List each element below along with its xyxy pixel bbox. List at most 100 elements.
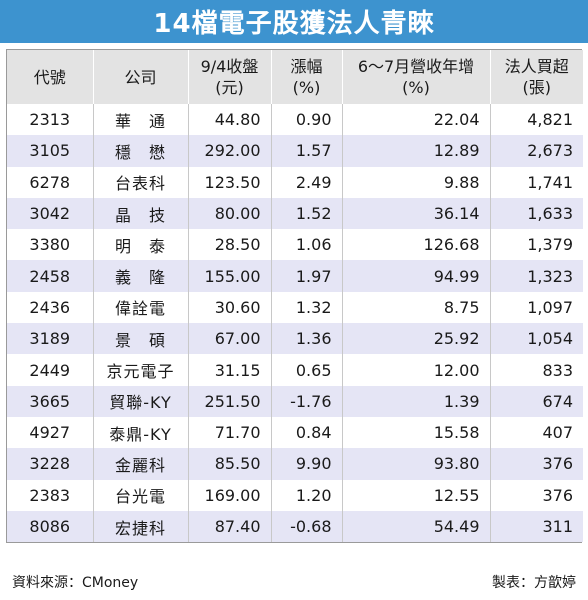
cell-code: 3665 [7, 385, 93, 417]
cell-revenue-growth: 22.04 [341, 104, 490, 136]
table-row: 3228 金麗科 85.50 9.90 93.80 376 [7, 448, 583, 480]
cell-change: 9.90 [270, 448, 342, 480]
cell-close-price: 155.00 [187, 260, 271, 292]
cell-close-price: 44.80 [187, 104, 271, 136]
header-revenue-growth: 6～7月營收年增 (%) [341, 50, 490, 104]
cell-net-buy: 376 [489, 479, 583, 511]
cell-close-price: 71.70 [187, 416, 271, 449]
cell-close-price: 30.60 [187, 291, 271, 324]
cell-revenue-growth: 94.99 [341, 260, 490, 292]
title-bar: 14檔電子股獲法人青睞 [0, 0, 588, 43]
cell-revenue-growth: 12.55 [341, 479, 490, 511]
cell-company: 金麗科 [92, 448, 188, 480]
cell-revenue-growth: 36.14 [341, 197, 490, 230]
stock-table: 代號 公司 9/4收盤 (元) 漲幅 (%) 6～7月營收年增 (%) 法人買超 (張)… [6, 49, 583, 544]
cell-net-buy: 1,741 [489, 166, 583, 198]
cell-company: 宏捷科 [92, 510, 188, 543]
cell-net-buy: 1,379 [489, 229, 583, 261]
cell-net-buy: 4,821 [489, 104, 583, 136]
cell-company: 泰鼎-KY [92, 416, 188, 449]
header-close-price: 9/4收盤 (元) [187, 50, 271, 104]
table-row: 2449 京元電子 31.15 0.65 12.00 833 [7, 354, 583, 386]
cell-revenue-growth: 93.80 [341, 448, 490, 480]
cell-change: 0.90 [270, 104, 342, 136]
cell-code: 2436 [7, 291, 93, 324]
table-row: 2313 華 通 44.80 0.90 22.04 4,821 [7, 104, 583, 136]
cell-close-price: 28.50 [187, 229, 271, 261]
table-row: 2383 台光電 169.00 1.20 12.55 376 [7, 479, 583, 511]
cell-close-price: 85.50 [187, 448, 271, 480]
cell-revenue-growth: 12.89 [341, 135, 490, 167]
cell-code: 3189 [7, 323, 93, 355]
cell-change: 1.20 [270, 479, 342, 511]
cell-net-buy: 311 [489, 510, 583, 543]
cell-code: 3105 [7, 135, 93, 167]
table-row: 3380 明 泰 28.50 1.06 126.68 1,379 [7, 229, 583, 261]
cell-close-price: 292.00 [187, 135, 271, 167]
footer: 資料來源：CMoney 製表：方歆婷 [12, 572, 576, 592]
cell-close-price: 31.15 [187, 354, 271, 386]
cell-company: 京元電子 [92, 354, 188, 386]
page-title: 14檔電子股獲法人青睞 [153, 9, 435, 39]
table-row: 6278 台表科 123.50 2.49 9.88 1,741 [7, 166, 583, 198]
cell-change: 0.65 [270, 354, 342, 386]
source-note: 資料來源：CMoney [12, 575, 139, 591]
cell-revenue-growth: 8.75 [341, 291, 490, 324]
cell-close-price: 80.00 [187, 197, 271, 230]
table-row: 2436 偉詮電 30.60 1.32 8.75 1,097 [7, 291, 583, 324]
header-change: 漲幅 (%) [270, 50, 342, 104]
cell-code: 3042 [7, 197, 93, 230]
cell-code: 3380 [7, 229, 93, 261]
cell-net-buy: 1,633 [489, 197, 583, 230]
cell-change: 0.84 [270, 416, 342, 449]
cell-change: 1.57 [270, 135, 342, 167]
cell-net-buy: 674 [489, 385, 583, 417]
table-row: 3105 穩 懋 292.00 1.57 12.89 2,673 [7, 135, 583, 167]
cell-change: -1.76 [270, 385, 342, 417]
cell-company: 景 碩 [92, 323, 188, 355]
cell-net-buy: 407 [489, 416, 583, 449]
cell-net-buy: 1,323 [489, 260, 583, 292]
cell-change: -0.68 [270, 510, 342, 543]
cell-company: 義 隆 [92, 260, 188, 292]
cell-company: 偉詮電 [92, 291, 188, 324]
table-row: 8086 宏捷科 87.40 -0.68 54.49 311 [7, 510, 583, 543]
cell-change: 1.52 [270, 197, 342, 230]
cell-change: 1.36 [270, 323, 342, 355]
cell-code: 6278 [7, 166, 93, 198]
cell-code: 2313 [7, 104, 93, 136]
table-row: 3189 景 碩 67.00 1.36 25.92 1,054 [7, 323, 583, 355]
cell-company: 華 通 [92, 104, 188, 136]
cell-close-price: 169.00 [187, 479, 271, 511]
cell-code: 3228 [7, 448, 93, 480]
header-company: 公司 [92, 50, 188, 104]
table-row: 3042 晶 技 80.00 1.52 36.14 1,633 [7, 197, 583, 230]
cell-revenue-growth: 1.39 [341, 385, 490, 417]
table-row: 2458 義 隆 155.00 1.97 94.99 1,323 [7, 260, 583, 292]
cell-change: 1.97 [270, 260, 342, 292]
cell-revenue-growth: 25.92 [341, 323, 490, 355]
cell-close-price: 123.50 [187, 166, 271, 198]
cell-revenue-growth: 12.00 [341, 354, 490, 386]
header-net-buy: 法人買超 (張) [489, 50, 583, 104]
cell-net-buy: 1,054 [489, 323, 583, 355]
cell-company: 台表科 [92, 166, 188, 198]
cell-revenue-growth: 9.88 [341, 166, 490, 198]
cell-code: 2449 [7, 354, 93, 386]
table-row: 3665 貿聯-KY 251.50 -1.76 1.39 674 [7, 385, 583, 417]
table-header-row: 代號 公司 9/4收盤 (元) 漲幅 (%) 6～7月營收年增 (%) 法人買超 (張) [7, 50, 583, 104]
cell-net-buy: 2,673 [489, 135, 583, 167]
cell-close-price: 87.40 [187, 510, 271, 543]
cell-company: 明 泰 [92, 229, 188, 261]
cell-code: 2383 [7, 479, 93, 511]
table-body: 2313 華 通 44.80 0.90 22.04 4,821 3105 穩 懋 292.00 1… [7, 104, 583, 543]
cell-net-buy: 376 [489, 448, 583, 480]
cell-company: 穩 懋 [92, 135, 188, 167]
cell-change: 2.49 [270, 166, 342, 198]
header-code: 代號 [7, 50, 93, 104]
cell-code: 8086 [7, 510, 93, 543]
cell-revenue-growth: 15.58 [341, 416, 490, 449]
cell-company: 台光電 [92, 479, 188, 511]
cell-close-price: 67.00 [187, 323, 271, 355]
cell-company: 貿聯-KY [92, 385, 188, 417]
